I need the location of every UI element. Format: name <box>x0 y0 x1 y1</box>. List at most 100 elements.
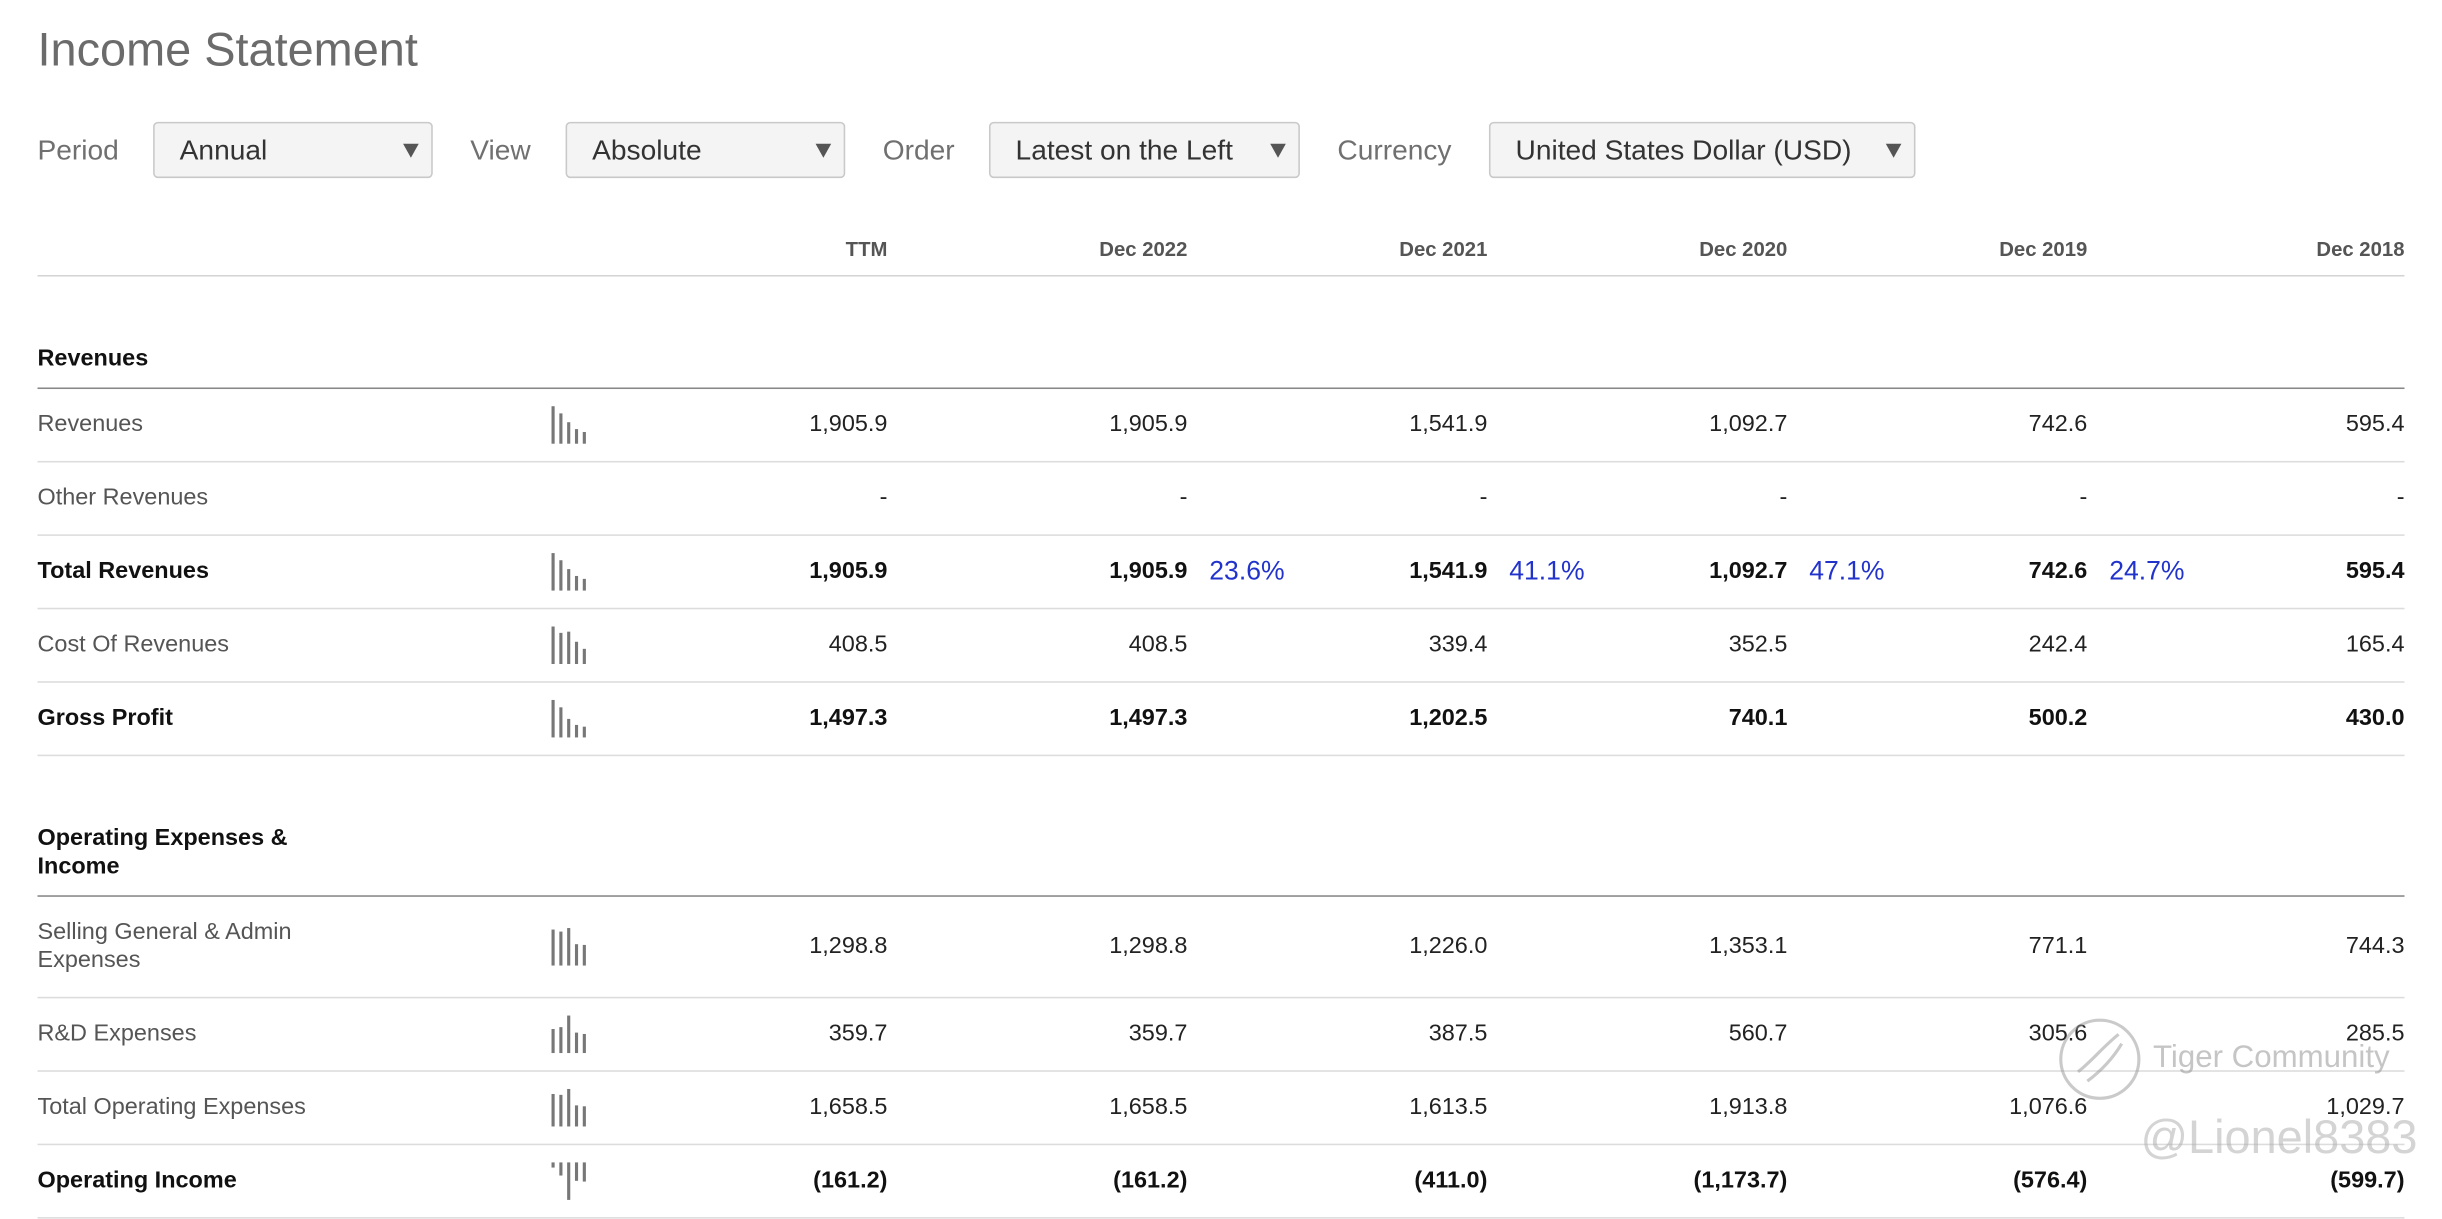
value-cell: - <box>2396 484 2405 511</box>
sparkline-bar <box>574 944 579 966</box>
row-label: Selling General & Admin Expenses <box>37 918 292 974</box>
value-cell: (599.7) <box>2330 1167 2405 1194</box>
value-cell: 1,497.3 <box>1109 704 1188 732</box>
column-header: TTM <box>845 237 888 261</box>
filter-label: Period <box>37 134 119 166</box>
dropdown-arrow <box>403 143 419 158</box>
column-header: Dec 2022 <box>1099 237 1188 261</box>
sparkline-bar <box>567 718 571 738</box>
sparkline-bar <box>582 1033 586 1054</box>
filter-value: Latest on the Left <box>1015 134 1233 166</box>
sparkline-bar <box>551 1028 555 1054</box>
sparkline-bar <box>582 648 586 665</box>
filter-dropdown[interactable]: Latest on the Left <box>988 121 1300 179</box>
filter-label: View <box>470 134 531 166</box>
sparkline-bar <box>574 724 579 738</box>
value-cell: - <box>1779 484 1788 511</box>
value-cell: 1,298.8 <box>1109 932 1188 960</box>
value-cell: (161.2) <box>1113 1167 1188 1194</box>
sparkline-bar <box>567 1088 571 1127</box>
sparkline-bar <box>559 1094 563 1127</box>
sparkline-bar <box>582 432 586 444</box>
sparkline-bar <box>559 1162 563 1176</box>
value-cell: 359.7 <box>1128 1020 1188 1047</box>
sparkline <box>551 1162 586 1200</box>
table: TTM Dec 2022 Dec 2021 Dec 2020 Dec 2019 Dec 2… <box>37 231 2405 1219</box>
value-cell: 1,541.9 <box>1409 410 1488 438</box>
column-header: Dec 2020 <box>1699 237 1788 261</box>
value-cell: 339.4 <box>1428 631 1488 658</box>
table-row: Revenues 1,905.9 1,905.9 1,541.9 1,092.7 742.… <box>37 389 2405 463</box>
table-row: Gross Profit 1,497.3 1,497.3 1,202.5 740.1 50… <box>37 683 2405 757</box>
row-label: Total Operating Expenses <box>37 1093 306 1121</box>
sparkline-bar <box>574 1162 579 1181</box>
sparkline-bar <box>559 931 563 966</box>
sparkline-bar <box>574 1032 579 1054</box>
value-cell: (411.0) <box>1414 1167 1488 1194</box>
value-cell: (1,173.7) <box>1693 1167 1788 1194</box>
sparkline-bar <box>567 631 571 665</box>
value-cell: 352.5 <box>1728 631 1788 658</box>
value-cell: - <box>2079 484 2088 511</box>
sparkline-bar <box>559 1027 563 1054</box>
row-label: Other Revenues <box>37 484 209 511</box>
sparkline-bar <box>574 641 579 665</box>
filter-dropdown[interactable]: Absolute <box>565 121 846 179</box>
header-row: TTM Dec 2022 Dec 2021 Dec 2020 Dec 2019 Dec 2… <box>37 231 2405 277</box>
sparkline-bar <box>551 626 555 665</box>
sparkline-bar <box>574 1105 579 1127</box>
sparkline-bar <box>574 575 579 591</box>
dropdown-arrow <box>1270 143 1286 158</box>
value-cell: 744.3 <box>2345 932 2405 960</box>
sparkline-bar <box>551 553 555 591</box>
sparkline-bar <box>567 1015 571 1054</box>
column-header: Dec 2018 <box>2316 237 2405 261</box>
sparkline-bar <box>582 1106 586 1127</box>
value-cell: 285.5 <box>2345 1020 2405 1047</box>
sparkline-bar <box>551 1162 555 1168</box>
dropdown-arrow <box>815 143 832 158</box>
value-cell: 1,905.9 <box>1109 410 1188 438</box>
value-cell: 165.4 <box>2345 631 2405 658</box>
row-label: Operating Income <box>37 1167 237 1194</box>
value-cell: 1,613.5 <box>1409 1093 1488 1121</box>
watermark-user: @Lionel8383 <box>2140 1112 2418 1164</box>
value-cell: 1,905.9 <box>1109 557 1188 585</box>
value-cell: - <box>879 484 888 511</box>
growth-rate: 24.7% <box>2109 556 2185 586</box>
value-cell: 1,202.5 <box>1409 704 1488 732</box>
value-cell: 560.7 <box>1728 1020 1788 1047</box>
value-cell: 1,541.9 <box>1409 557 1488 585</box>
filter-dropdown[interactable]: Annual <box>153 121 433 179</box>
sparkline <box>551 626 586 665</box>
value-cell: (161.2) <box>813 1167 888 1194</box>
value-cell: 1,076.6 <box>2009 1093 2088 1121</box>
table-row: Total Operating Expenses 1,658.5 1,658.5 1,… <box>37 1072 2405 1146</box>
value-cell: 408.5 <box>1128 631 1188 658</box>
filter-dropdown[interactable]: United States Dollar (USD) <box>1488 121 1916 179</box>
sparkline-bar <box>551 699 555 738</box>
column-header: Dec 2019 <box>1999 237 2088 261</box>
sparkline-bar <box>559 632 563 665</box>
sparkline <box>551 928 586 966</box>
value-cell: 1,226.0 <box>1409 932 1488 960</box>
value-cell: 595.4 <box>2345 410 2405 438</box>
growth-rate: 23.6% <box>1209 556 1285 586</box>
sparkline <box>551 553 586 591</box>
growth-rate: 41.1% <box>1509 556 1585 586</box>
value-cell: 500.2 <box>2028 704 2088 732</box>
sparkline <box>551 1015 586 1054</box>
sparkline-bar <box>582 944 586 966</box>
value-cell: 305.6 <box>2028 1020 2088 1047</box>
value-cell: 1,497.3 <box>809 704 888 732</box>
sparkline-bar <box>559 707 563 738</box>
sparkline-bar <box>582 1162 586 1182</box>
sparkline-bar <box>551 406 555 444</box>
value-cell: 742.6 <box>2028 410 2088 438</box>
sparkline-bar <box>559 413 563 444</box>
income-statement: Income Statement Period Annual View Absolut… <box>37 25 2418 1219</box>
value-cell: 359.7 <box>828 1020 888 1047</box>
sparkline <box>551 406 586 444</box>
value-cell: 242.4 <box>2028 631 2088 658</box>
value-cell: (576.4) <box>2013 1167 2088 1194</box>
